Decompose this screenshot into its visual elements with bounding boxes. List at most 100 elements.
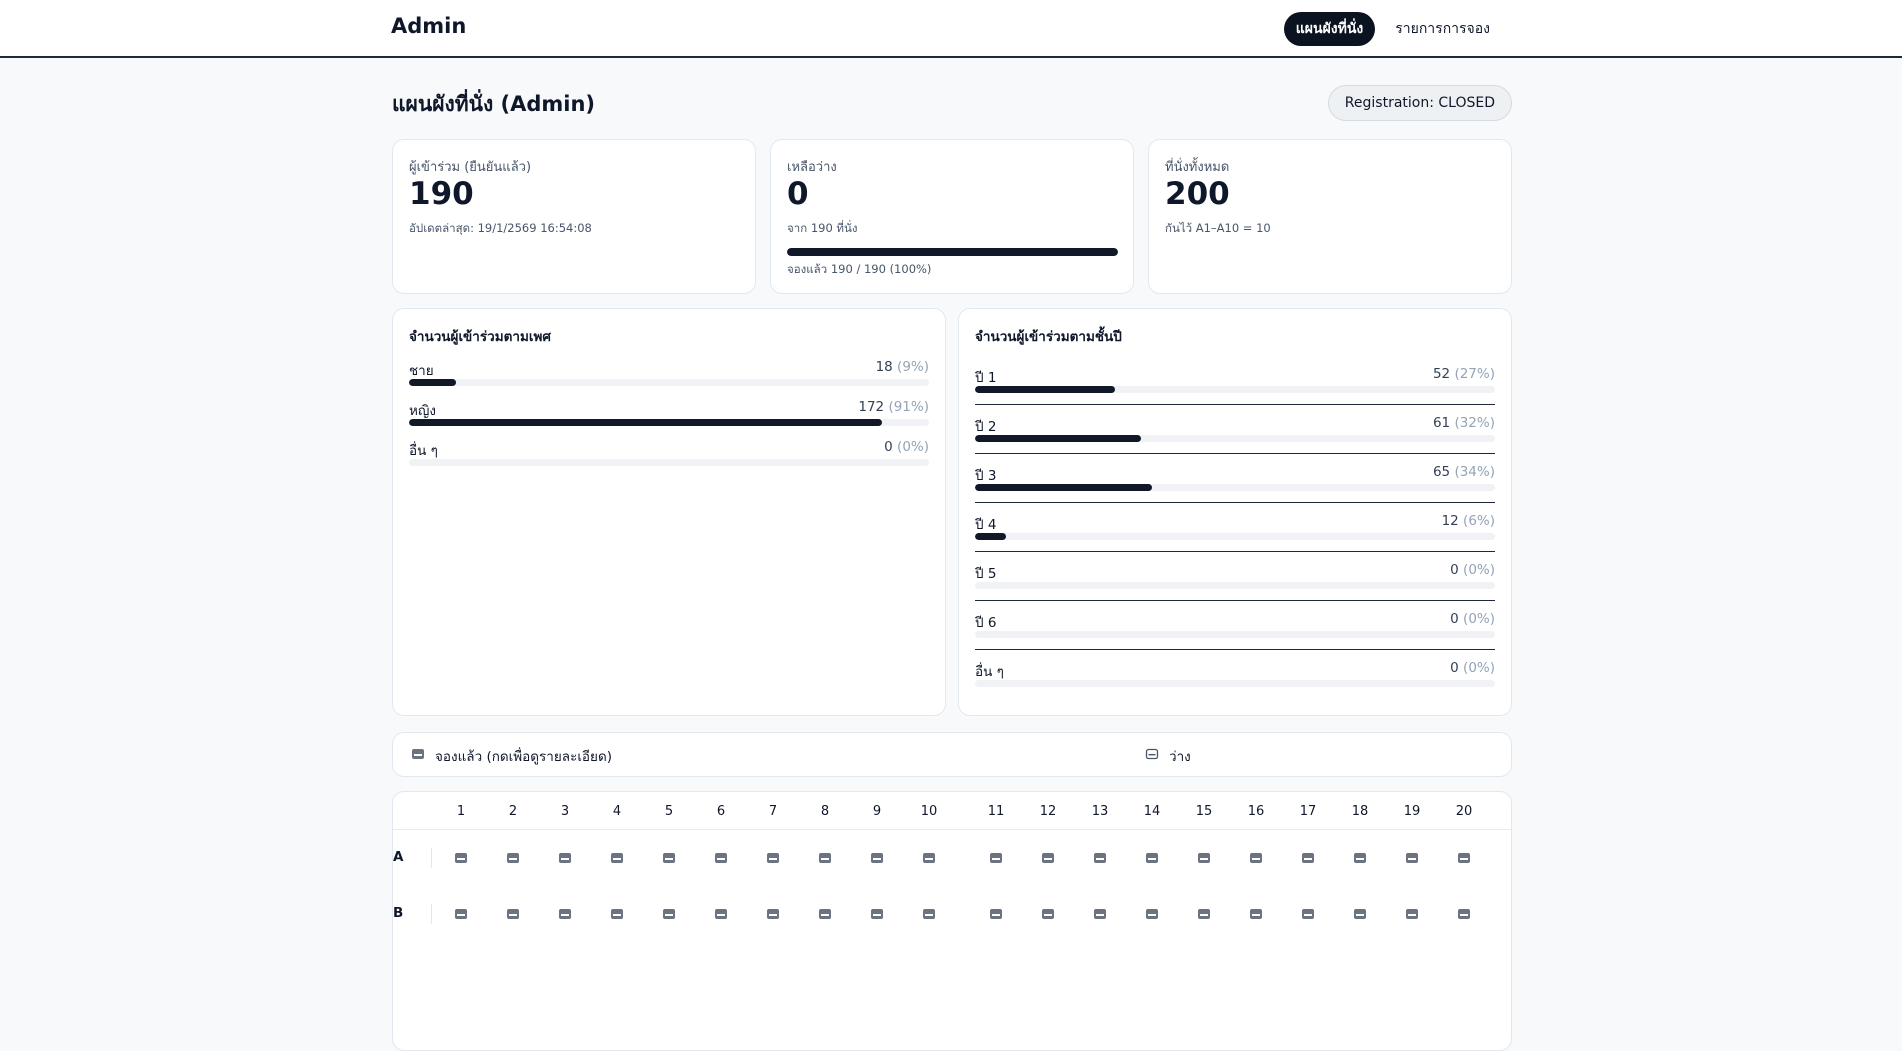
row-divider — [975, 649, 1495, 650]
page-header: แผนผังที่นั่ง (Admin) Registration: CLOS… — [392, 58, 1512, 146]
seat-booked-icon[interactable] — [1033, 848, 1063, 868]
legend-free: ว่าง — [1145, 745, 1191, 767]
seat-booked-icon[interactable] — [862, 904, 892, 924]
gender-panel: จำนวนผู้เข้าร่วมตามเพศ ชาย 18 (9%) หญิง 172… — [392, 308, 946, 716]
legend-booked: จองแล้ว (กดเพื่อดูรายละเอียด) — [411, 745, 612, 767]
row-count: 172 — [858, 399, 885, 415]
seat-booked-icon[interactable] — [602, 904, 632, 924]
stat-value: 200 — [1165, 176, 1230, 212]
registration-status-badge[interactable]: Registration: CLOSED — [1327, 85, 1512, 121]
seat-booked-icon[interactable] — [1137, 904, 1167, 924]
row-bar — [409, 419, 929, 426]
row-bar-fill — [975, 533, 1007, 540]
row-count: 0 — [1450, 562, 1459, 578]
column-header: 14 — [1143, 804, 1161, 819]
column-header: 7 — [768, 804, 778, 819]
seat-booked-icon[interactable] — [602, 848, 632, 868]
seat-booked-icon[interactable] — [758, 904, 788, 924]
column-header: 12 — [1039, 804, 1057, 819]
seat-booked-icon[interactable] — [654, 848, 684, 868]
row-value: 172 (91%) — [858, 399, 929, 415]
row-label: ปี 6 — [975, 615, 997, 631]
row-bar-fill — [975, 386, 1116, 393]
nav-bookings-button[interactable]: รายการการจอง — [1395, 21, 1490, 37]
stat-sub: จาก 190 ที่นั่ง — [787, 221, 858, 235]
row-label: ชาย — [409, 363, 434, 379]
seat-booked-icon[interactable] — [1449, 904, 1479, 924]
seat-booked-icon[interactable] — [550, 848, 580, 868]
row-value: 65 (34%) — [1433, 464, 1495, 480]
column-header: 10 — [920, 804, 938, 819]
row-value: 0 (0%) — [884, 439, 929, 455]
top-bar: Admin แผนผังที่นั่ง รายการการจอง — [0, 0, 1902, 58]
seat-booked-icon[interactable] — [1137, 848, 1167, 868]
row-percent: (27%) — [1454, 366, 1495, 382]
row-count: 0 — [1450, 611, 1459, 627]
seat-booked-icon[interactable] — [446, 848, 476, 868]
seat-booked-icon[interactable] — [758, 848, 788, 868]
seat-booked-icon[interactable] — [706, 904, 736, 924]
seat-booked-icon[interactable] — [1085, 848, 1115, 868]
row-divider — [975, 502, 1495, 503]
seat-booked-icon[interactable] — [1293, 848, 1323, 868]
row-value: 0 (0%) — [1450, 660, 1495, 676]
seat-booked-icon[interactable] — [1085, 904, 1115, 924]
seat-booked-icon[interactable] — [1189, 904, 1219, 924]
row-bar — [975, 582, 1495, 589]
seat-booked-icon[interactable] — [862, 848, 892, 868]
seat-booked-icon[interactable] — [914, 848, 944, 868]
seat-booked-icon[interactable] — [981, 848, 1011, 868]
stat-label: เหลือว่าง — [787, 160, 837, 175]
seat-booked-icon[interactable] — [1293, 904, 1323, 924]
seat-booked-icon[interactable] — [1345, 904, 1375, 924]
brand-title: Admin — [391, 14, 467, 38]
seat-booked-icon[interactable] — [498, 904, 528, 924]
row-label: อื่น ๆ — [409, 443, 438, 459]
row-value: 61 (32%) — [1433, 415, 1495, 431]
stat-label: ที่นั่งทั้งหมด — [1165, 160, 1230, 175]
row-bar — [975, 386, 1495, 393]
grid-header-divider — [393, 829, 1511, 830]
row-percent: (6%) — [1463, 513, 1495, 529]
stat-card-attendees: ผู้เข้าร่วม (ยืนยันแล้ว) 190 อัปเดตล่าสุ… — [392, 139, 756, 294]
seat-booked-icon[interactable] — [550, 904, 580, 924]
seat-booked-icon[interactable] — [810, 904, 840, 924]
seat-booked-icon[interactable] — [981, 904, 1011, 924]
seat-booked-icon[interactable] — [498, 848, 528, 868]
seat-booked-icon[interactable] — [1397, 904, 1427, 924]
seat-booked-icon[interactable] — [446, 904, 476, 924]
row-divider — [975, 404, 1495, 405]
row-count: 0 — [884, 439, 893, 455]
seat-booked-icon[interactable] — [1397, 848, 1427, 868]
row-value: 12 (6%) — [1442, 513, 1495, 529]
row-bar-fill — [409, 419, 883, 426]
row-percent: (34%) — [1454, 464, 1495, 480]
row-count: 61 — [1432, 415, 1451, 431]
seat-booked-icon[interactable] — [706, 848, 736, 868]
seat-booked-icon[interactable] — [1449, 848, 1479, 868]
seat-booked-icon[interactable] — [654, 904, 684, 924]
column-header: 1 — [456, 804, 466, 819]
row-percent: (9%) — [897, 359, 929, 375]
column-header: 11 — [987, 804, 1005, 819]
seat-booked-icon[interactable] — [1241, 904, 1271, 924]
gender-panel-title: จำนวนผู้เข้าร่วมตามเพศ — [409, 329, 551, 345]
column-header: 4 — [612, 804, 622, 819]
seat-grid: 1 2 3 4 5 6 7 8 9 10 11 12 13 14 15 16 17 18 19 20 A B — [392, 791, 1512, 1051]
row-label: B — [393, 905, 404, 921]
seat-booked-icon[interactable] — [1241, 848, 1271, 868]
seat-booked-icon[interactable] — [1345, 848, 1375, 868]
year-panel-title: จำนวนผู้เข้าร่วมตามชั้นปี — [975, 329, 1122, 345]
nav-seat-map-button[interactable]: แผนผังที่นั่ง — [1283, 12, 1376, 46]
row-label: ปี 4 — [975, 517, 997, 533]
stat-value: 190 — [409, 176, 474, 212]
seat-booked-icon[interactable] — [1189, 848, 1219, 868]
column-header: 20 — [1455, 804, 1473, 819]
seat-booked-icon[interactable] — [810, 848, 840, 868]
row-label: ปี 3 — [975, 468, 997, 484]
seat-booked-icon[interactable] — [914, 904, 944, 924]
row-percent: (0%) — [1463, 611, 1495, 627]
column-header: 13 — [1091, 804, 1109, 819]
seat-booked-icon[interactable] — [1033, 904, 1063, 924]
column-header: 16 — [1247, 804, 1265, 819]
